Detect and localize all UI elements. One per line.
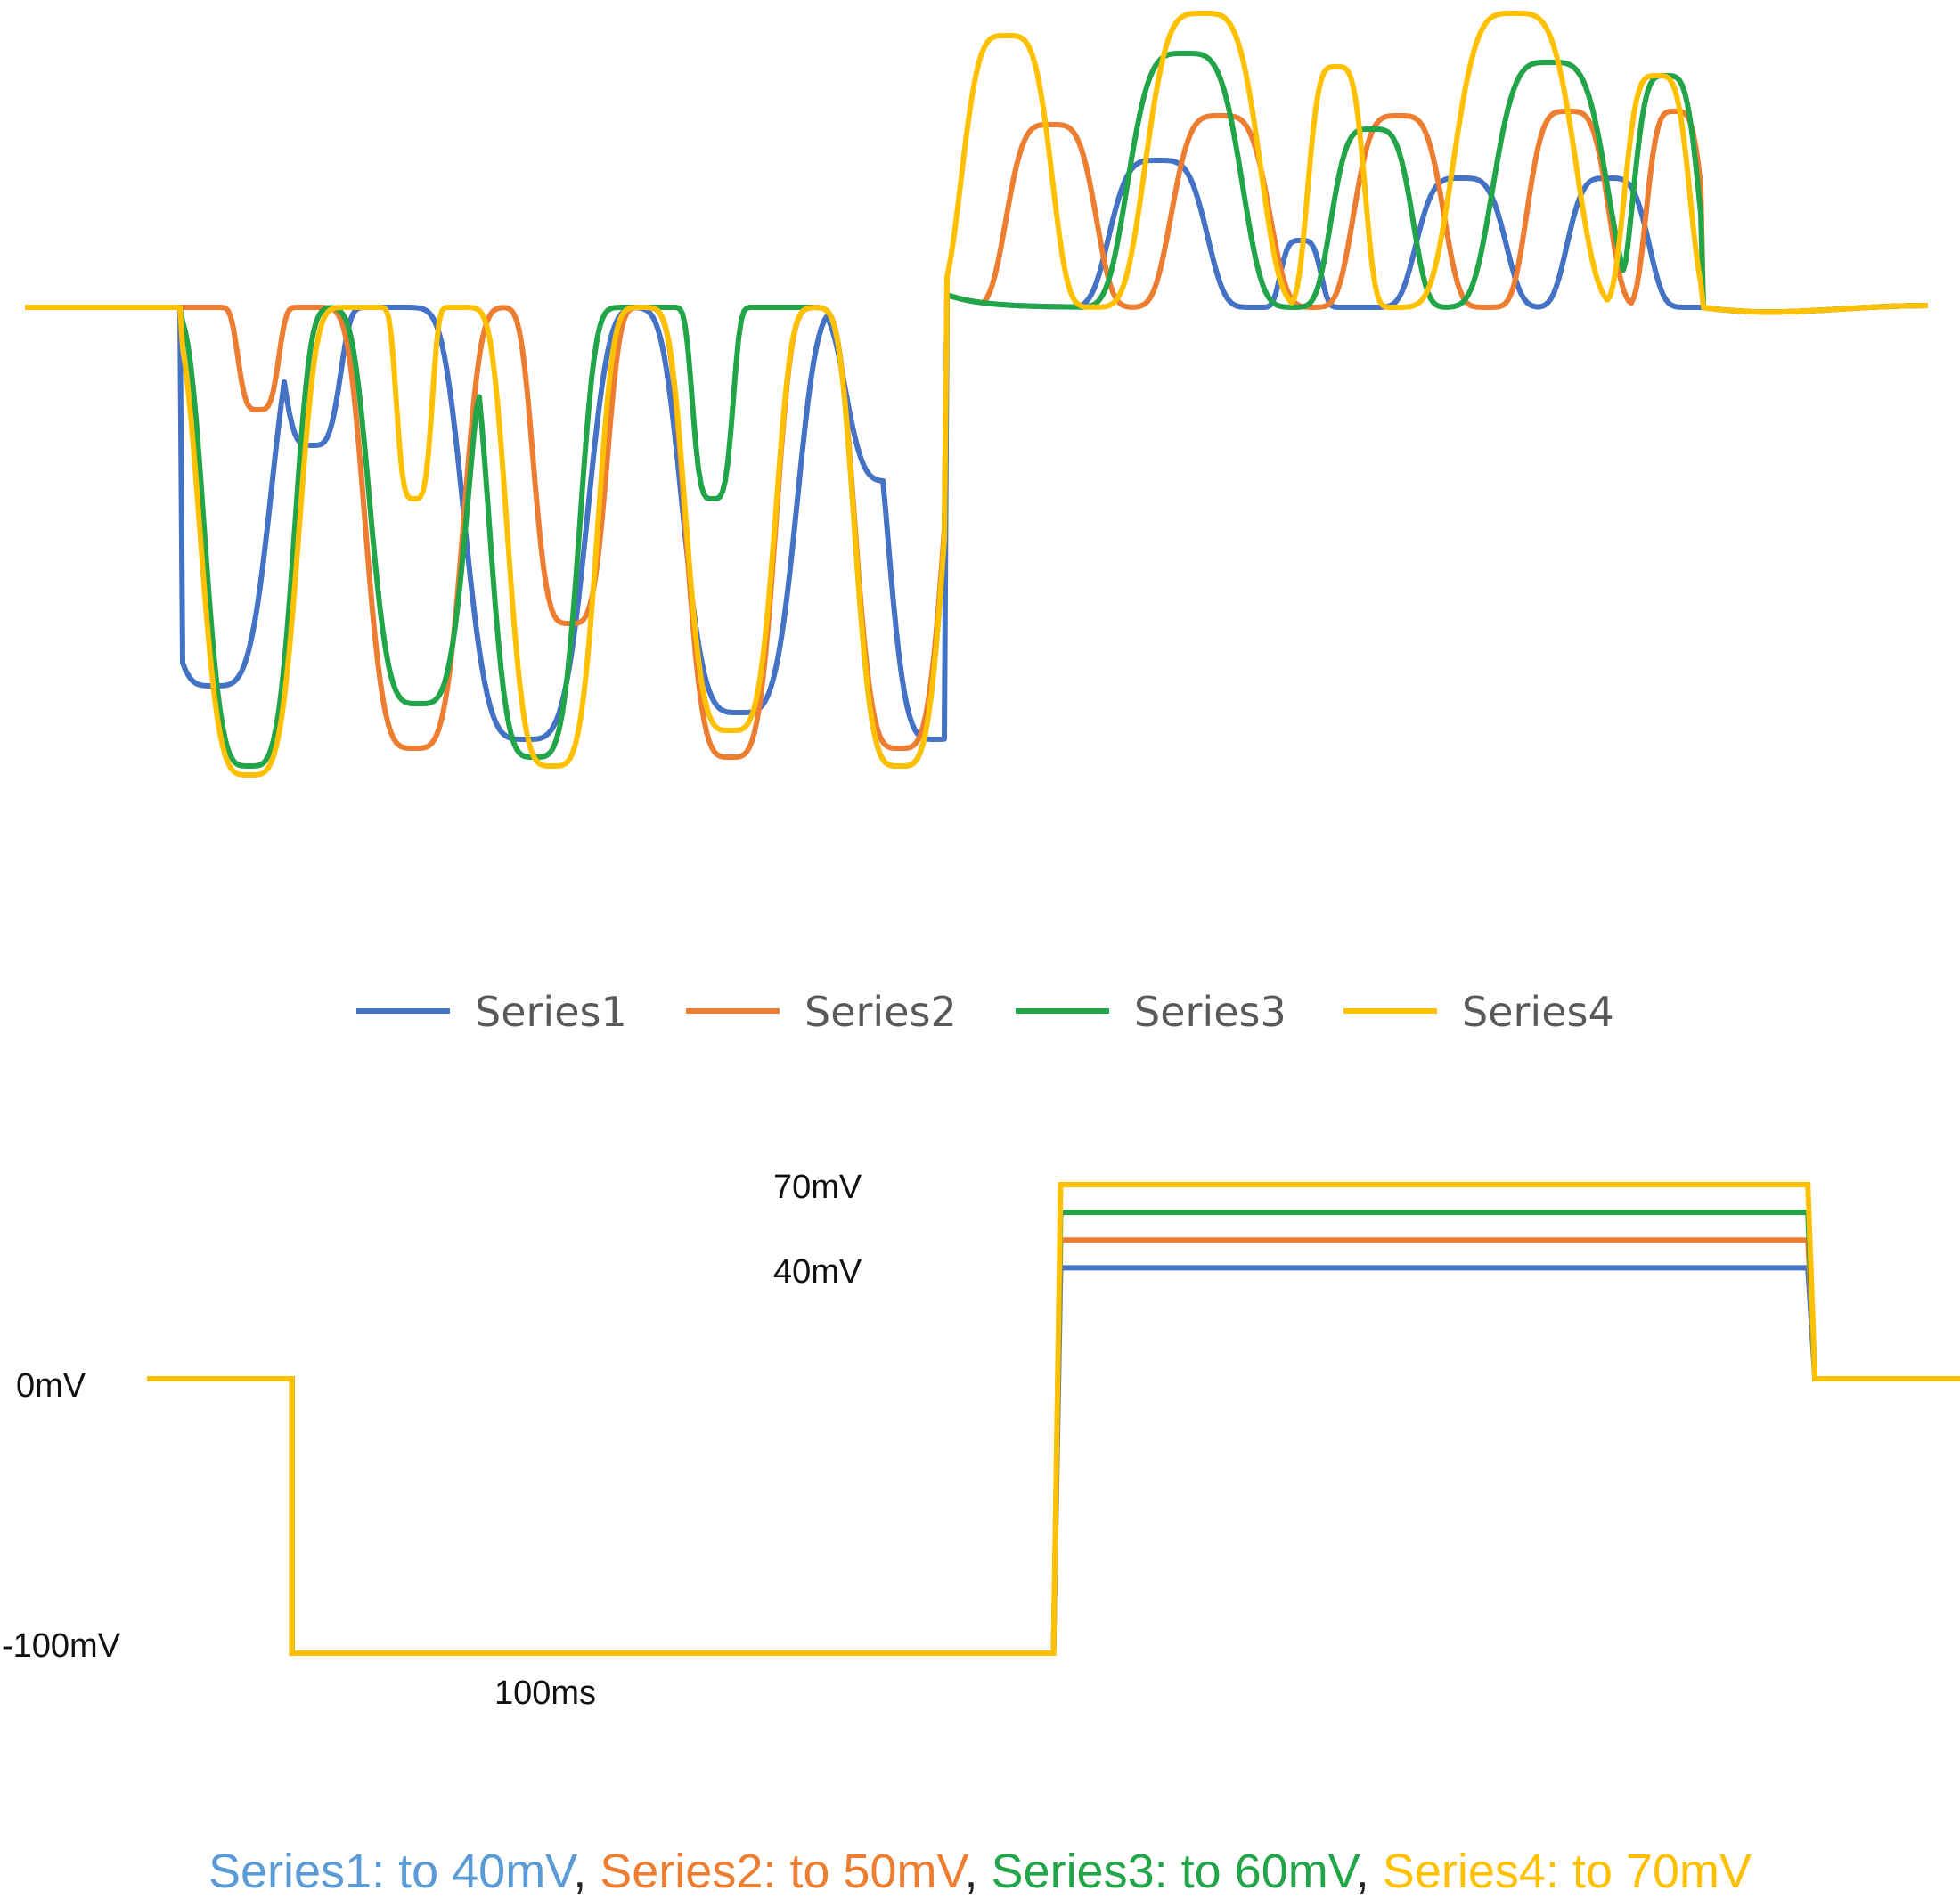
- caption-series4: Series4: to 70mV: [1382, 1845, 1752, 1898]
- legend-label-series2: Series2: [804, 988, 957, 1036]
- label-100ms: 100ms: [494, 1675, 596, 1712]
- trace-series3: [25, 51, 1928, 769]
- current-traces: [25, 11, 1928, 778]
- legend-label-series4: Series4: [1462, 988, 1614, 1036]
- caption-series2: Series2: to 50mV: [600, 1845, 965, 1898]
- caption-separator: ,: [964, 1845, 992, 1898]
- caption-separator: ,: [573, 1845, 600, 1898]
- voltage-protocol: [147, 1182, 1960, 1656]
- legend: Series1 Series2 Series3 Series4: [356, 988, 1614, 1036]
- label-40mv: 40mV: [773, 1253, 862, 1291]
- caption: Series1: to 40mV, Series2: to 50mV, Seri…: [0, 1844, 1960, 1899]
- trace-series4: [25, 11, 1928, 778]
- caption-series3: Series3: to 60mV: [991, 1845, 1356, 1898]
- caption-series1: Series1: to 40mV: [208, 1845, 574, 1898]
- legend-label-series3: Series3: [1134, 988, 1286, 1036]
- legend-label-series1: Series1: [475, 988, 627, 1036]
- label-minus-100mv: -100mV: [2, 1627, 121, 1665]
- protocol-line-series4: [147, 1182, 1960, 1656]
- label-70mv: 70mV: [773, 1169, 862, 1206]
- caption-separator: ,: [1355, 1845, 1383, 1898]
- label-0mv: 0mV: [16, 1367, 86, 1405]
